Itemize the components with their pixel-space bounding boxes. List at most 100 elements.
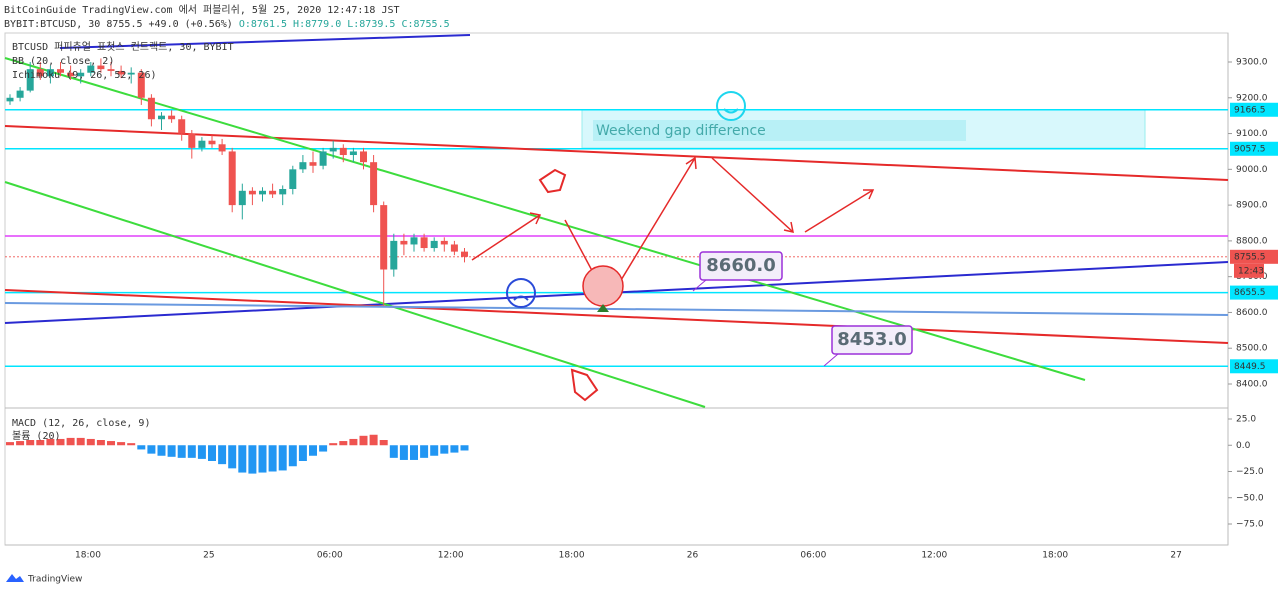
macd-bar xyxy=(268,445,277,472)
macd-bar xyxy=(36,440,45,446)
highlight-circle xyxy=(582,265,624,307)
macd-bar xyxy=(86,438,95,446)
price-tick-label: 9100.0 xyxy=(1236,129,1268,139)
macd-bar xyxy=(238,445,247,473)
macd-tick-label: −75.0 xyxy=(1236,520,1264,530)
macd-bar xyxy=(420,445,429,458)
macd-bar xyxy=(187,445,196,458)
candle-body xyxy=(127,72,135,75)
candle-body xyxy=(218,144,226,152)
price-tag: 9057.5 xyxy=(1234,144,1266,154)
price-tick-label: 9200.0 xyxy=(1236,93,1268,103)
price-tag-bg xyxy=(1230,102,1278,117)
price-tag-bg xyxy=(1230,359,1278,374)
macd-bar xyxy=(177,445,186,458)
ohlc: H:8779.0 xyxy=(293,19,341,30)
clock-bg xyxy=(1234,263,1264,278)
macd-bar xyxy=(460,445,469,451)
ohlc: O:8761.5 xyxy=(239,19,287,30)
macd-bar xyxy=(288,445,297,467)
arrow xyxy=(804,189,874,233)
macd-bar xyxy=(127,443,136,446)
price-tick-label: 8900.0 xyxy=(1236,201,1268,211)
candle-body xyxy=(137,72,145,98)
macd-bar xyxy=(56,438,65,446)
macd-bar xyxy=(46,438,55,446)
last-price: 8755.5 xyxy=(106,19,142,30)
macd-bar xyxy=(6,442,14,446)
candle-body xyxy=(178,119,186,134)
sad-mouth xyxy=(513,295,529,301)
price-tag: 8655.5 xyxy=(1234,288,1266,298)
candle-body xyxy=(430,240,438,249)
candle-body xyxy=(319,151,327,166)
price-tick-label: 8500.0 xyxy=(1236,344,1268,354)
macd-tick-label: 25.0 xyxy=(1236,415,1256,425)
candle-body xyxy=(440,240,448,245)
time-tick-label: 25 xyxy=(203,551,214,561)
arrow-head xyxy=(863,189,875,200)
macd-bar xyxy=(16,441,25,446)
time-tick-label: 27 xyxy=(1170,551,1181,561)
time-tick-label: 06:00 xyxy=(317,551,343,561)
macd-bar xyxy=(329,443,338,446)
candle-body xyxy=(248,190,256,195)
callout-pointer xyxy=(692,279,707,292)
time-tick-label: 18:00 xyxy=(75,551,101,561)
trend-line xyxy=(59,34,471,49)
trend-line xyxy=(4,181,706,408)
price-tick-label: 8600.0 xyxy=(1236,308,1268,318)
gap-label-bg xyxy=(593,120,966,141)
candle-body xyxy=(198,140,206,148)
candle-body xyxy=(450,244,458,252)
macd-bar xyxy=(96,440,105,446)
time-tick-label: 12:00 xyxy=(921,551,947,561)
macd-bar xyxy=(26,440,35,446)
macd-bar xyxy=(147,445,156,454)
candle-body xyxy=(188,133,196,148)
macd-bar xyxy=(208,445,216,461)
macd-bar xyxy=(450,445,459,453)
candle-body xyxy=(309,162,317,166)
price-tick-label: 9300.0 xyxy=(1236,58,1268,68)
macd-bar xyxy=(248,445,257,474)
macd-bar xyxy=(339,441,348,446)
candle-body xyxy=(269,190,277,195)
candle-body xyxy=(420,237,428,249)
legend-item: BB (20, close, 2) xyxy=(12,56,114,67)
up-marker xyxy=(597,304,609,312)
macd-bar xyxy=(309,445,317,456)
time-tick-label: 26 xyxy=(687,551,699,561)
macd-bar xyxy=(258,445,267,473)
macd-bar xyxy=(167,445,176,457)
candle-body xyxy=(16,90,24,98)
candle-body xyxy=(117,70,125,75)
trend-line xyxy=(4,125,1229,181)
arrow xyxy=(611,157,696,296)
callout-box xyxy=(831,325,913,355)
symbol-name: BYBIT:BTCUSD, 30 xyxy=(4,19,100,30)
legend-item: BTCUSD 퍼피츄얼 표첫스 컨트랙트, 30, BYBIT xyxy=(12,41,234,53)
candle-body xyxy=(46,69,54,77)
gap-label: Weekend gap difference xyxy=(596,123,766,139)
macd-bar xyxy=(430,445,439,456)
macd-bar xyxy=(440,445,449,454)
candle-body xyxy=(400,240,408,245)
price-tag: 9166.5 xyxy=(1234,105,1266,115)
callout-label: 8660.0 xyxy=(706,255,775,276)
page-title: BitCoinGuide TradingView.com 에서 퍼블리쉬, 5월… xyxy=(4,4,400,16)
macd-bar xyxy=(197,445,206,459)
candle-body xyxy=(370,162,378,206)
candle-body xyxy=(360,151,367,163)
arrows xyxy=(471,156,875,296)
candle-body xyxy=(87,65,95,73)
macd-bar xyxy=(298,445,307,461)
macd-bar xyxy=(349,438,358,446)
callout-label: 8453.0 xyxy=(837,329,906,350)
sad-icon xyxy=(506,278,536,308)
macd-bar xyxy=(369,434,378,446)
macd-bar xyxy=(410,445,418,460)
arrow-head xyxy=(685,156,697,170)
price-change: +49.0 (+0.56%) xyxy=(149,19,233,30)
tv-logo xyxy=(6,574,24,582)
